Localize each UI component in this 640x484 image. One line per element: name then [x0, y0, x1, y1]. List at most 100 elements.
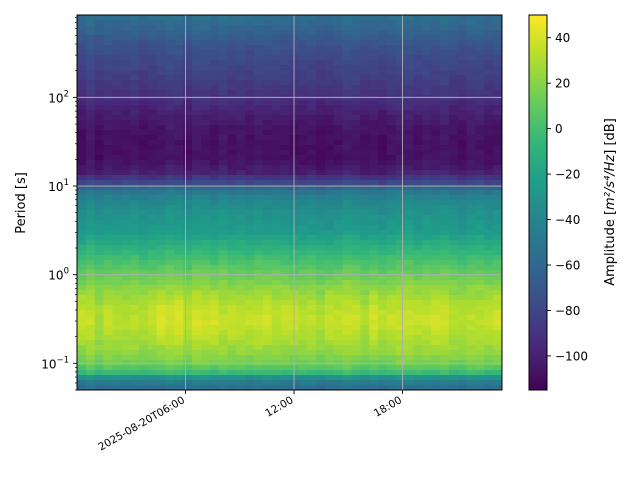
heatmap-cell	[165, 55, 175, 61]
heatmap-cell	[209, 280, 220, 286]
heatmap-cell	[147, 285, 158, 291]
heatmap-cell	[262, 355, 273, 361]
heatmap-cell	[475, 330, 485, 336]
heatmap-cell	[369, 315, 379, 321]
heatmap-cell	[200, 375, 211, 381]
heatmap-cell	[192, 140, 202, 146]
heatmap-cell	[262, 250, 273, 256]
heatmap-cell	[147, 140, 158, 146]
heatmap-cell	[236, 145, 246, 151]
heatmap-cell	[156, 255, 167, 261]
heatmap-cell	[307, 285, 317, 291]
heatmap-cell	[422, 55, 432, 61]
heatmap-cell	[324, 70, 335, 76]
heatmap-cell	[342, 40, 353, 46]
heatmap-cell	[245, 340, 255, 346]
heatmap-cell	[121, 280, 131, 286]
heatmap-cell	[298, 305, 308, 311]
heatmap-cell	[431, 140, 441, 146]
heatmap-cell	[192, 155, 202, 161]
heatmap-cell	[413, 345, 423, 351]
heatmap-cell	[236, 75, 246, 81]
heatmap-cell	[280, 60, 291, 66]
heatmap-cell	[94, 235, 105, 241]
heatmap-cell	[386, 110, 397, 116]
heatmap-cell	[245, 40, 255, 46]
heatmap-cell	[351, 140, 361, 146]
heatmap-cell	[156, 355, 167, 361]
heatmap-cell	[466, 205, 477, 211]
heatmap-cell	[448, 165, 459, 171]
heatmap-cell	[183, 25, 193, 31]
heatmap-cell	[316, 65, 326, 71]
heatmap-cell	[475, 375, 485, 381]
heatmap-cell	[156, 235, 167, 241]
heatmap-cell	[422, 330, 432, 336]
heatmap-cell	[493, 335, 502, 341]
heatmap-cell	[431, 210, 441, 216]
heatmap-cell	[174, 190, 184, 196]
heatmap-cell	[475, 340, 485, 346]
heatmap-cell	[475, 165, 485, 171]
heatmap-cell	[351, 225, 361, 231]
heatmap-cell	[112, 15, 122, 21]
heatmap-cell	[457, 195, 468, 201]
heatmap-cell	[324, 190, 335, 196]
heatmap-cell	[192, 335, 202, 341]
heatmap-cell	[245, 100, 255, 106]
heatmap-cell	[342, 115, 353, 121]
heatmap-cell	[130, 170, 140, 176]
heatmap-cell	[200, 85, 211, 91]
heatmap-cell	[236, 365, 246, 371]
heatmap-cell	[271, 140, 282, 146]
heatmap-cell	[130, 20, 140, 26]
heatmap-cell	[236, 90, 246, 96]
heatmap-cell	[77, 280, 87, 286]
heatmap-cell	[280, 310, 291, 316]
heatmap-cell	[85, 155, 96, 161]
heatmap-cell	[404, 125, 415, 131]
heatmap-cell	[333, 170, 344, 176]
heatmap-cell	[324, 290, 335, 296]
heatmap-cell	[121, 290, 131, 296]
heatmap-cell	[404, 170, 415, 176]
heatmap-cell	[245, 200, 255, 206]
heatmap-cell	[351, 45, 361, 51]
heatmap-cell	[475, 300, 485, 306]
heatmap-cell	[85, 340, 96, 346]
heatmap-cell	[236, 355, 246, 361]
heatmap-cell	[200, 185, 211, 191]
heatmap-cell	[378, 175, 388, 181]
heatmap-cell	[360, 60, 370, 66]
heatmap-cell	[138, 350, 149, 356]
heatmap-cell	[369, 290, 379, 296]
heatmap-cell	[271, 230, 282, 236]
heatmap-cell	[130, 200, 140, 206]
heatmap-cell	[484, 335, 494, 341]
heatmap-cell	[360, 20, 370, 26]
heatmap-cell	[333, 370, 344, 376]
heatmap-cell	[484, 85, 494, 91]
heatmap-cell	[324, 260, 335, 266]
heatmap-cell	[165, 295, 175, 301]
heatmap-cell	[333, 175, 344, 181]
heatmap-cell	[298, 105, 308, 111]
heatmap-cell	[165, 60, 175, 66]
heatmap-cell	[324, 385, 335, 390]
heatmap-cell	[395, 330, 406, 336]
heatmap-cell	[475, 105, 485, 111]
heatmap-cell	[422, 295, 432, 301]
heatmap-cell	[413, 135, 423, 141]
heatmap-cell	[404, 335, 415, 341]
heatmap-cell	[395, 260, 406, 266]
heatmap-cell	[466, 115, 477, 121]
heatmap-cell	[103, 380, 114, 386]
heatmap-cell	[307, 245, 317, 251]
heatmap-cell	[174, 365, 184, 371]
heatmap-cell	[280, 185, 291, 191]
heatmap-cell	[422, 305, 432, 311]
heatmap-cell	[324, 105, 335, 111]
heatmap-cell	[342, 325, 353, 331]
heatmap-cell	[112, 380, 122, 386]
